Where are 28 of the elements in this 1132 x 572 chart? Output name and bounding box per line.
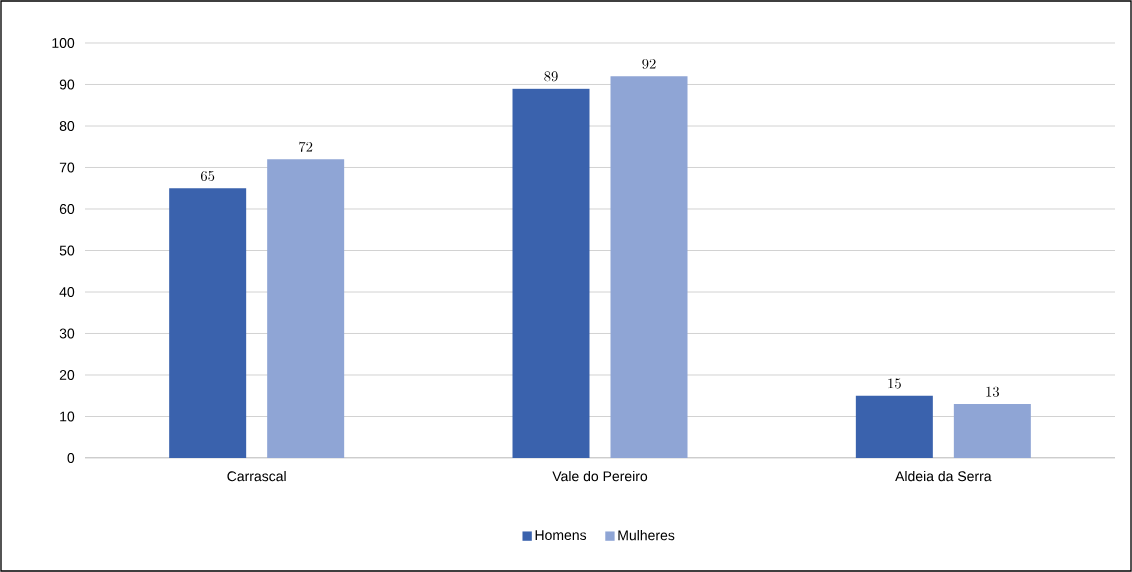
y-tick-label: 90 <box>59 79 75 90</box>
y-tick-label: 70 <box>59 162 75 173</box>
bar <box>855 395 933 458</box>
data-label: 92 <box>642 58 656 69</box>
data-label: 15 <box>888 378 901 389</box>
bar <box>267 159 345 458</box>
y-tick-label: 30 <box>59 328 75 339</box>
data-label: 89 <box>544 71 558 82</box>
x-tick-label: Carrascal <box>227 470 286 482</box>
legend-label: Homens <box>535 530 587 541</box>
y-tick-label: 100 <box>52 38 75 48</box>
y-tick-label: 50 <box>59 245 75 256</box>
data-label: 72 <box>299 141 313 152</box>
bar <box>169 188 247 458</box>
bar <box>512 88 590 458</box>
data-label: 13 <box>986 386 1000 397</box>
y-tick-label: 80 <box>59 121 75 131</box>
y-tick-label: 40 <box>59 287 75 297</box>
x-tick-label: Vale do Pereiro <box>552 470 648 482</box>
x-tick-label: Aldeia da Serra <box>895 470 992 482</box>
bar <box>953 404 1031 458</box>
y-tick-label: 0 <box>67 453 75 463</box>
y-tick-label: 10 <box>60 411 75 422</box>
data-label: 65 <box>200 170 215 181</box>
legend-label: Mulheres <box>618 530 675 541</box>
y-tick-label: 20 <box>59 370 75 380</box>
bar <box>610 76 688 458</box>
y-tick-label: 60 <box>59 204 75 214</box>
